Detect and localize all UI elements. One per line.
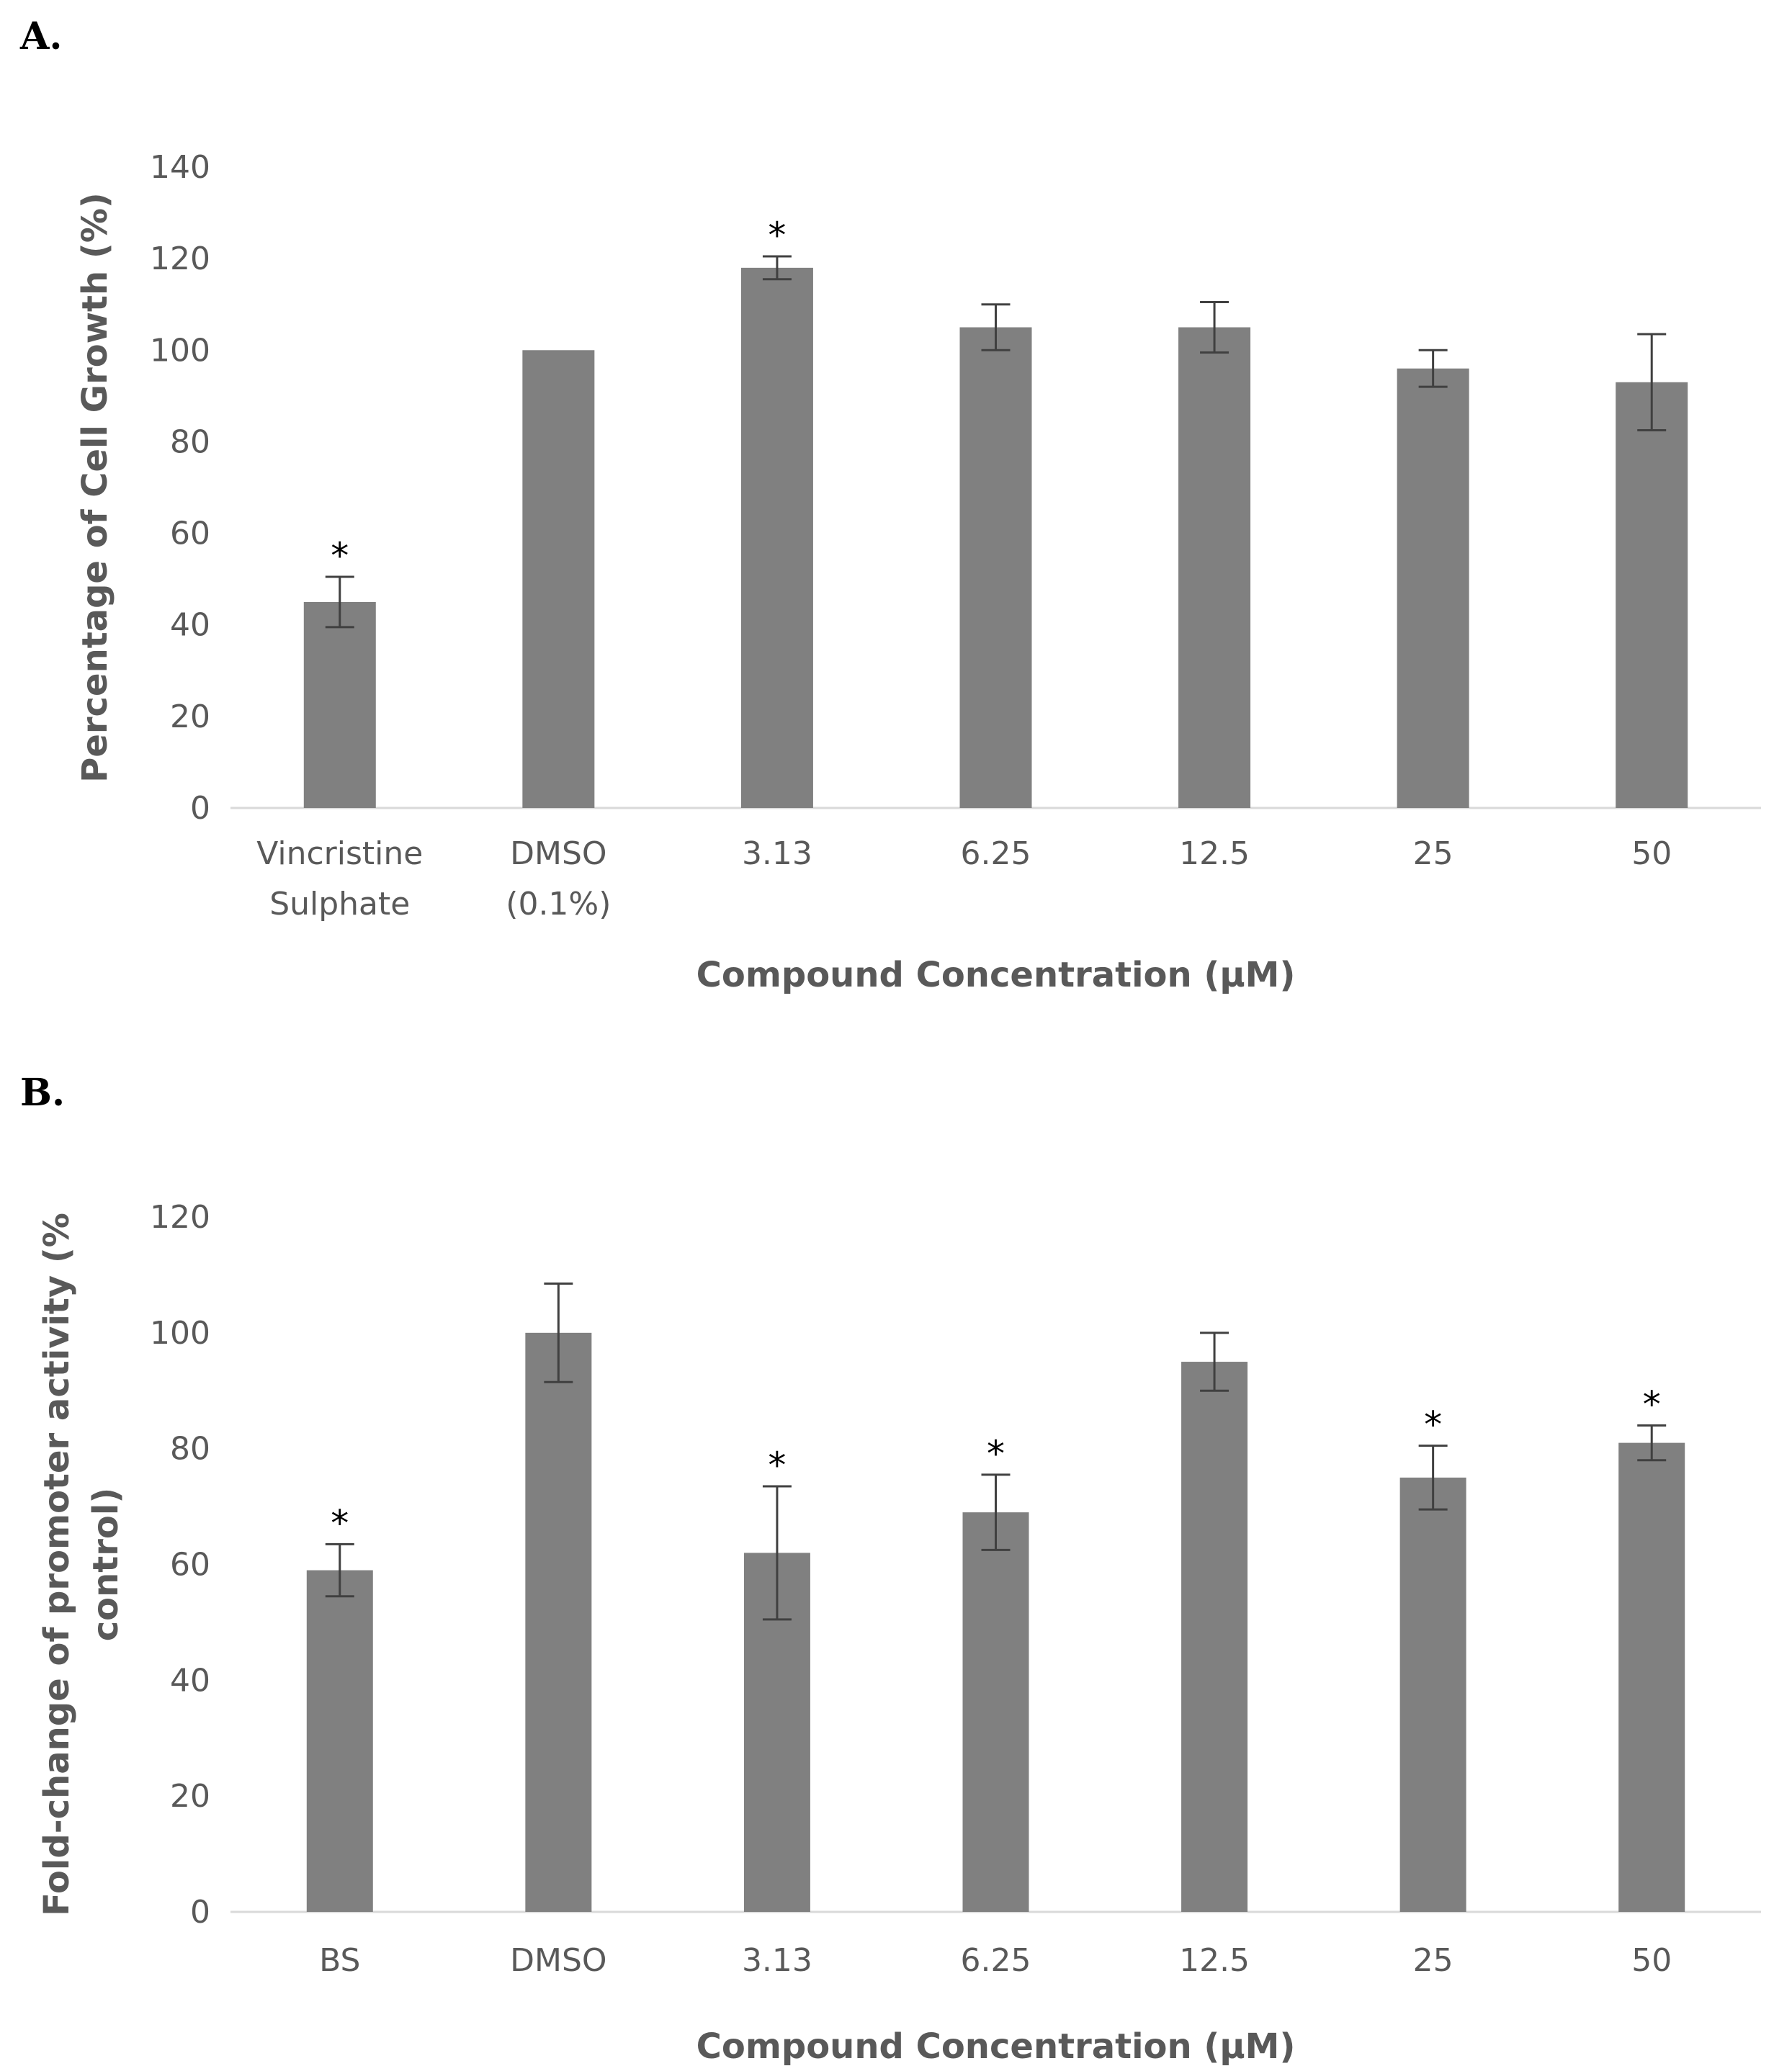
panel-a-significance-marker: * (768, 215, 786, 256)
panel-b-significance-marker: * (1643, 1384, 1661, 1426)
panel-b-y-tick-label: 100 (150, 1315, 210, 1352)
panel-b-y-axis-title: Fold-change of promoter activity (% contr… (37, 1213, 126, 1916)
panel-b-y-axis-title-line: Fold-change of promoter activity (% (37, 1213, 77, 1916)
panel-a-bar (1178, 327, 1251, 808)
panel-b-x-tick-label: 25 (1413, 1942, 1453, 1979)
panel-b-y-tick-label: 0 (190, 1894, 210, 1931)
panel-a-y-axis-title: Percentage of Cell Growth (%) (75, 192, 115, 783)
panel-b-x-tick-label: 3.13 (742, 1942, 812, 1979)
panel-a-x-tick-label: Sulphate (269, 886, 410, 922)
panel-a-bar (959, 327, 1032, 808)
panel-b-bar (306, 1570, 373, 1912)
panel-a-bar (522, 350, 595, 808)
panel-b-bar (962, 1512, 1029, 1912)
panel-b-significance-marker: * (987, 1433, 1005, 1475)
panel-b-y-axis-title-line: control) (86, 1488, 126, 1642)
panel-a-y-tick-label: 40 (170, 607, 210, 644)
panel-b-x-tick-label: DMSO (510, 1942, 606, 1979)
panel-b-bar (1181, 1362, 1248, 1912)
panel-a-x-tick-label: DMSO (510, 835, 606, 872)
panel-b-significance-marker: * (768, 1445, 786, 1486)
panel-b-y-tick-label: 20 (170, 1778, 210, 1815)
panel-a-significance-marker: * (331, 535, 349, 577)
panel-a-y-axis-title-line: Percentage of Cell Growth (%) (75, 192, 115, 783)
panel-a-label: A. (19, 14, 62, 58)
panel-a-x-tick-label: Vincristine (256, 835, 423, 872)
panel-a-y-tick-label: 0 (190, 790, 210, 827)
panel-a-x-tick-label: 50 (1631, 835, 1672, 872)
panel-a-y-tick-label: 80 (170, 423, 210, 460)
panel-b-significance-marker: * (331, 1502, 349, 1544)
panel-a-y-tick-label: 140 (150, 149, 210, 186)
panel-b-x-axis-title: Compound Concentration (µM) (696, 2026, 1296, 2066)
panel-b-y-tick-label: 120 (150, 1199, 210, 1236)
panel-b-x-tick-label: BS (319, 1942, 360, 1979)
panel-a-x-tick-label: (0.1%) (506, 886, 611, 922)
panel-a-y-tick-label: 120 (150, 241, 210, 277)
panel-b-y-tick-label: 60 (170, 1547, 210, 1584)
panel-a-y-tick-label: 100 (150, 332, 210, 369)
panel-a-y-tick-label: 20 (170, 699, 210, 735)
panel-b-y-tick-label: 80 (170, 1431, 210, 1468)
panel-b-label: B. (20, 1071, 65, 1115)
chart-panel-a: A. 0 20 40 60 80 100 120 140 * Vincristine Sulphate… (19, 14, 1761, 995)
panel-b-significance-marker: * (1424, 1404, 1442, 1446)
panel-a-bar (740, 267, 813, 808)
chart-panel-b: B. 0 20 40 60 80 100 120 * BS DMSO * 3.13 * 6.25 12.5 * 2… (20, 1071, 1761, 2066)
panel-b-bar (1399, 1477, 1466, 1912)
panel-b-y-tick-label: 40 (170, 1662, 210, 1699)
panel-a-y-tick-label: 60 (170, 516, 210, 552)
panel-a-x-tick-label: 3.13 (742, 835, 812, 872)
panel-b-bar (1618, 1442, 1685, 1912)
panel-a-bar (303, 601, 376, 808)
panel-a-x-tick-label: 12.5 (1179, 835, 1250, 872)
panel-b-x-tick-label: 50 (1631, 1942, 1672, 1979)
panel-a-x-axis-title: Compound Concentration (µM) (696, 955, 1296, 995)
panel-a-x-tick-label: 6.25 (961, 835, 1031, 872)
panel-b-x-tick-label: 12.5 (1179, 1942, 1250, 1979)
panel-b-bar (525, 1332, 592, 1912)
panel-a-bar (1616, 382, 1688, 808)
panel-a-bar (1397, 368, 1469, 808)
panel-a-x-tick-label: 25 (1413, 835, 1453, 872)
panel-b-x-tick-label: 6.25 (961, 1942, 1031, 1979)
